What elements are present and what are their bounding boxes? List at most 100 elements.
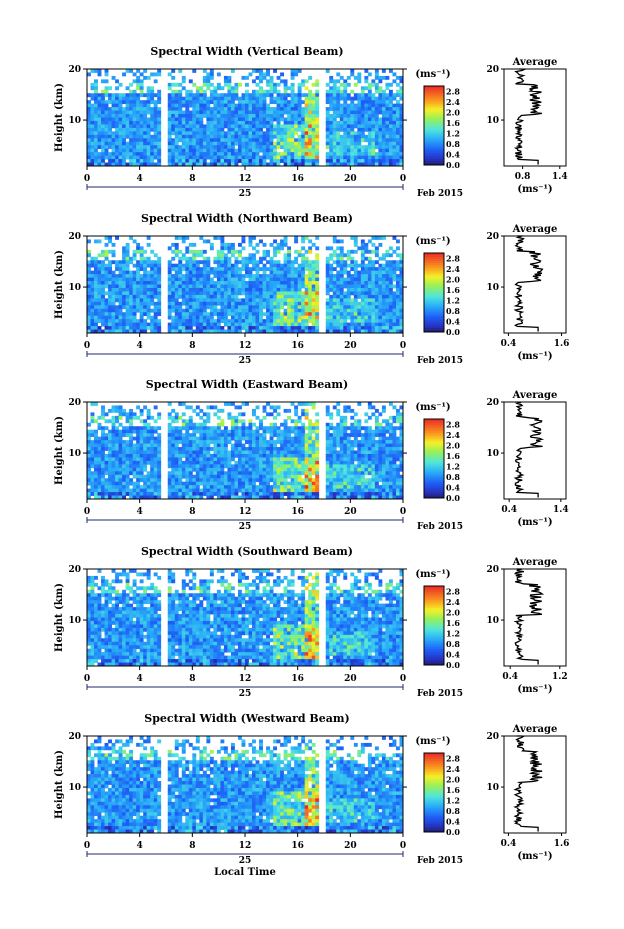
- heatmap-cell: [311, 162, 316, 167]
- heatmap-cell: [269, 148, 274, 153]
- heatmap-cell: [367, 86, 372, 91]
- heatmap-cell: [125, 322, 130, 327]
- heatmap-cell: [199, 141, 204, 146]
- heatmap-cell: [111, 492, 116, 496]
- heatmap-cell: [399, 294, 404, 299]
- heatmap-cell: [223, 134, 228, 139]
- heatmap-cell: [185, 159, 190, 163]
- heatmap-cell: [290, 322, 295, 327]
- colorbar-segment: [424, 296, 444, 299]
- heatmap-cell: [90, 141, 95, 146]
- heatmap-cell: [276, 138, 281, 143]
- heatmap-cell: [87, 464, 91, 469]
- heatmap-cell: [174, 89, 179, 94]
- heatmap-cell: [395, 319, 400, 323]
- heatmap-cell: [157, 281, 162, 285]
- heatmap-cell: [395, 284, 400, 289]
- heatmap-cell: [255, 100, 260, 105]
- heatmap-cell: [104, 72, 109, 77]
- heatmap-cell: [346, 93, 351, 98]
- heatmap-cell: [343, 100, 348, 105]
- heatmap-cell: [213, 127, 218, 132]
- heatmap-cell: [378, 312, 383, 317]
- heatmap-cell: [223, 267, 228, 272]
- heatmap-cell: [185, 474, 190, 479]
- heatmap-cell: [94, 100, 98, 105]
- heatmap-cell: [304, 305, 309, 310]
- heatmap-cell: [94, 478, 98, 483]
- heatmap-cell: [94, 447, 98, 451]
- heatmap-cell: [213, 274, 218, 278]
- heatmap-cell: [122, 329, 127, 334]
- heatmap-cell: [304, 298, 309, 303]
- heatmap-cell: [266, 319, 270, 323]
- heatmap-cell: [178, 402, 183, 406]
- heatmap-cell: [101, 159, 105, 163]
- heatmap-cell: [181, 294, 186, 299]
- colorbar: [423, 85, 445, 166]
- heatmap-cell: [174, 100, 179, 105]
- heatmap-cell: [360, 110, 365, 115]
- heatmap-cell: [290, 298, 295, 303]
- heatmap-cell: [255, 127, 260, 132]
- heatmap-cell: [220, 267, 225, 272]
- heatmap-cell: [101, 298, 105, 303]
- heatmap-cell: [199, 131, 204, 136]
- heatmap-cell: [273, 294, 277, 299]
- heatmap-cell: [332, 277, 337, 282]
- heatmap-cell: [104, 100, 109, 105]
- heatmap-cell: [220, 408, 225, 413]
- heatmap-cell: [230, 301, 235, 306]
- heatmap-cell: [129, 443, 134, 448]
- heatmap-cell: [297, 267, 302, 272]
- heatmap-cell: [108, 124, 112, 129]
- heatmap-cell: [104, 308, 109, 313]
- heatmap-cell: [111, 457, 116, 462]
- heatmap-cell: [171, 107, 176, 111]
- heatmap-cell: [353, 249, 358, 254]
- heatmap-cell: [378, 277, 383, 282]
- heatmap-cell: [350, 124, 355, 129]
- heatmap-cell: [206, 467, 211, 472]
- heatmap-cell: [367, 152, 372, 156]
- heatmap-cell: [234, 270, 239, 275]
- heatmap-cell: [174, 263, 179, 268]
- heatmap-cell: [336, 93, 341, 98]
- heatmap-cell: [290, 96, 295, 101]
- heatmap-cell: [367, 103, 372, 108]
- heatmap-cell: [308, 159, 313, 163]
- heatmap-cell: [171, 162, 176, 167]
- heatmap-cell: [234, 315, 239, 320]
- heatmap-cell: [136, 86, 141, 91]
- heatmap-cell: [139, 89, 144, 94]
- heatmap-cell: [136, 284, 141, 289]
- colorbar-segment: [424, 145, 444, 148]
- heatmap-cell: [87, 294, 91, 299]
- heatmap-cell: [259, 79, 263, 84]
- heatmap-cell: [132, 249, 137, 254]
- heatmap-cell: [206, 100, 211, 105]
- heatmap-cell: [209, 110, 214, 115]
- heatmap-cell: [157, 138, 162, 143]
- heatmap-cell: [115, 162, 119, 167]
- heatmap-cell: [301, 315, 306, 320]
- heatmap-cell: [115, 124, 119, 129]
- heatmap-cell: [195, 326, 200, 330]
- heatmap-cell: [336, 270, 341, 275]
- heatmap-cell: [104, 148, 109, 153]
- heatmap-cell: [209, 453, 214, 458]
- heatmap-cell: [364, 312, 369, 317]
- heatmap-cell: [153, 471, 158, 476]
- heatmap-cell: [378, 86, 383, 91]
- heatmap-cell: [101, 152, 105, 156]
- heatmap-cell: [332, 291, 337, 296]
- heatmap-cell: [339, 270, 344, 275]
- heatmap-cell: [87, 117, 91, 122]
- heatmap-cell: [329, 145, 334, 150]
- heatmap-cell: [111, 471, 116, 476]
- heatmap-cell: [262, 162, 267, 167]
- heatmap-cell: [329, 141, 334, 146]
- heatmap-cell: [129, 322, 134, 327]
- heatmap-cell: [290, 145, 295, 150]
- heatmap-cell: [357, 301, 362, 306]
